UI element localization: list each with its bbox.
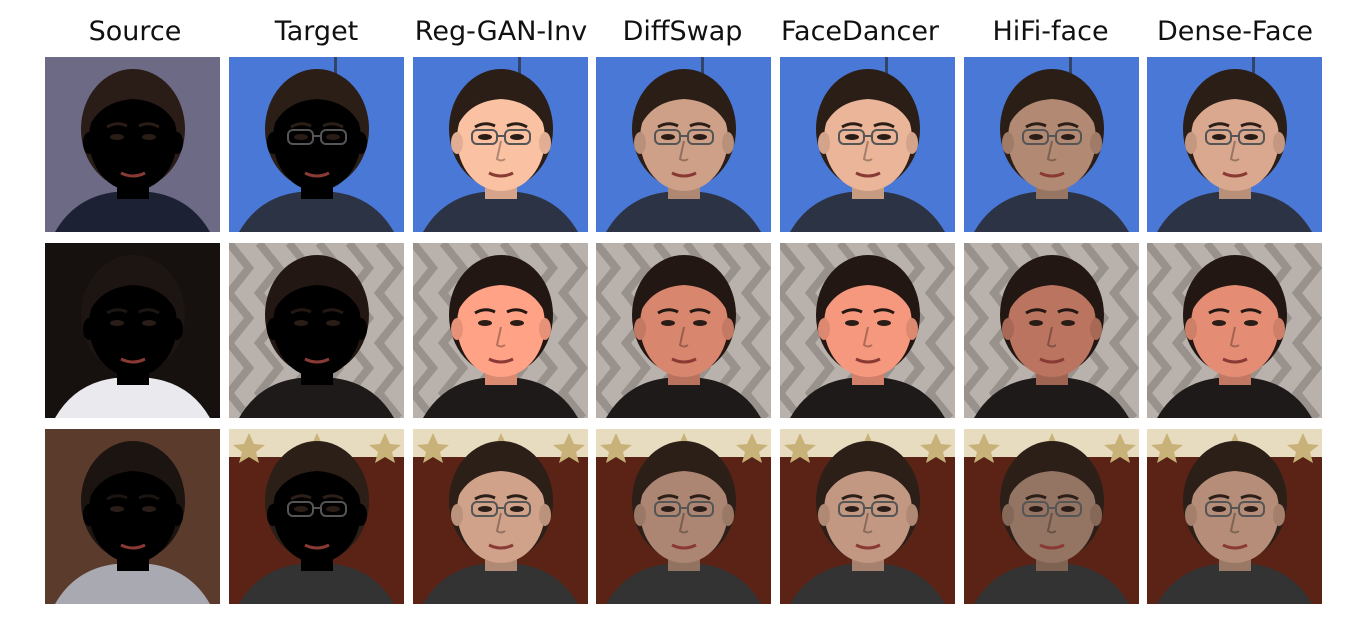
image-row3-hifi-face <box>964 429 1139 604</box>
header-facedancer: FaceDancer <box>780 16 940 47</box>
image-row3-diffswap <box>596 429 771 604</box>
image-row3-reg-gan-inv <box>413 429 588 604</box>
face-image-row3-facedancer <box>780 429 955 604</box>
face-image-row3-dense-face <box>1147 429 1322 604</box>
face-image-row1-hifi-face <box>964 57 1139 232</box>
face-image-row3-target <box>229 429 404 604</box>
face-image-row3-source <box>45 429 220 604</box>
face-image-row1-dense-face <box>1147 57 1322 232</box>
image-row2-diffswap <box>596 243 771 418</box>
header-reg-gan-inv: Reg-GAN-Inv <box>414 16 588 47</box>
image-row1-dense-face <box>1147 57 1322 232</box>
image-row3-facedancer <box>780 429 955 604</box>
image-row1-hifi-face <box>964 57 1139 232</box>
image-row3-target <box>229 429 404 604</box>
image-row2-reg-gan-inv <box>413 243 588 418</box>
face-image-row2-dense-face <box>1147 243 1322 418</box>
face-image-row2-hifi-face <box>964 243 1139 418</box>
image-row3-source <box>45 429 220 604</box>
face-image-row2-source <box>45 243 220 418</box>
face-image-row3-diffswap <box>596 429 771 604</box>
image-row1-source <box>45 57 220 232</box>
image-row3-dense-face <box>1147 429 1322 604</box>
image-row2-facedancer <box>780 243 955 418</box>
face-image-row2-facedancer <box>780 243 955 418</box>
face-image-row2-reg-gan-inv <box>413 243 588 418</box>
face-image-row1-reg-gan-inv <box>413 57 588 232</box>
image-row2-hifi-face <box>964 243 1139 418</box>
image-row2-source <box>45 243 220 418</box>
face-image-row1-source <box>45 57 220 232</box>
face-image-row3-reg-gan-inv <box>413 429 588 604</box>
face-image-row2-diffswap <box>596 243 771 418</box>
face-image-row1-target <box>229 57 404 232</box>
image-row1-diffswap <box>596 57 771 232</box>
header-dense-face: Dense-Face <box>1157 16 1313 47</box>
header-hifi-face: HiFi-face <box>992 16 1109 47</box>
header-source: Source <box>88 16 182 47</box>
image-row1-target <box>229 57 404 232</box>
face-image-row2-target <box>229 243 404 418</box>
image-row1-reg-gan-inv <box>413 57 588 232</box>
face-image-row1-diffswap <box>596 57 771 232</box>
face-image-row1-facedancer <box>780 57 955 232</box>
image-row2-dense-face <box>1147 243 1322 418</box>
image-row1-facedancer <box>780 57 955 232</box>
face-image-row3-hifi-face <box>964 429 1139 604</box>
header-target: Target <box>274 16 359 47</box>
header-diffswap: DiffSwap <box>622 16 743 47</box>
image-row2-target <box>229 243 404 418</box>
